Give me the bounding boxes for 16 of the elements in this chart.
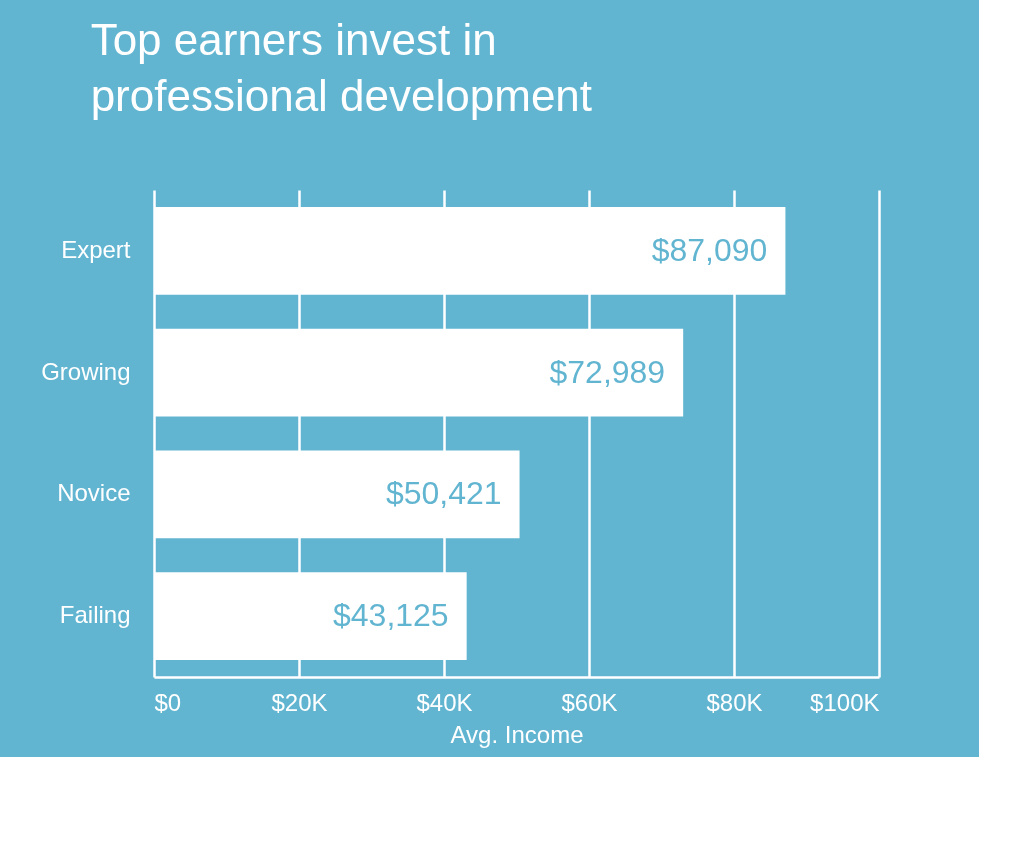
x-tick-label: $0 xyxy=(154,688,182,716)
data-label: $43,125 xyxy=(332,597,449,634)
x-tick-label: $60K xyxy=(561,688,618,716)
y-tick-label: Novice xyxy=(57,479,131,507)
data-label: $87,090 xyxy=(651,231,768,268)
x-tick-label: $20K xyxy=(271,688,328,716)
x-tick-label: $100K xyxy=(810,688,880,716)
x-tick-label: $80K xyxy=(706,688,763,716)
y-tick-label: Expert xyxy=(61,235,131,263)
y-tick-label: Growing xyxy=(41,357,131,385)
data-label: $50,421 xyxy=(385,475,502,512)
chart-title: Top earners invest in professional development xyxy=(90,15,593,120)
y-tick-label: Failing xyxy=(59,601,131,629)
data-label: $72,989 xyxy=(549,353,666,390)
x-tick-label: $40K xyxy=(416,688,473,716)
x-axis-title: Avg. Income xyxy=(450,720,584,748)
